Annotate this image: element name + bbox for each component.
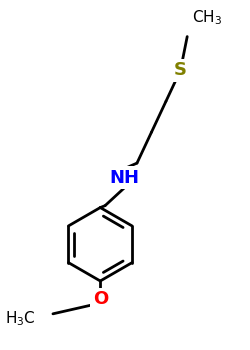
- Text: O: O: [93, 290, 108, 308]
- Text: NH: NH: [110, 169, 140, 187]
- Text: H$_3$C: H$_3$C: [5, 309, 36, 328]
- Text: CH$_3$: CH$_3$: [192, 8, 222, 27]
- Text: S: S: [174, 61, 187, 79]
